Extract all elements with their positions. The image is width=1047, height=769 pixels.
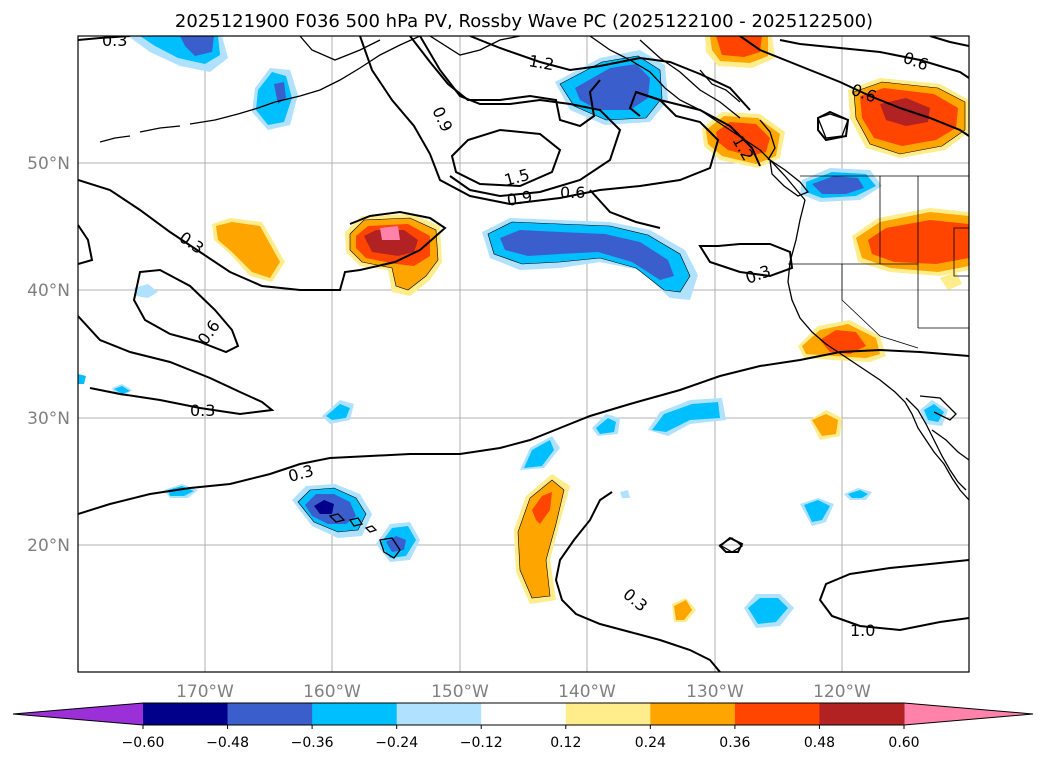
colorbar-tick-label: 0.48 [804, 735, 835, 751]
lat-label-40: 40°N [27, 281, 70, 301]
colorbar-tick-label: −0.48 [206, 735, 249, 751]
colorbar-swatch [481, 703, 567, 725]
lon-label-150w: 150°W [431, 682, 489, 702]
map-frame [77, 35, 970, 673]
contour-label: 0.9 [505, 187, 533, 210]
colorbar-tick-label: −0.36 [291, 735, 334, 751]
colorbar-swatch [396, 703, 482, 725]
longitude-labels: 170°W 160°W 150°W 140°W 130°W 120°W [176, 682, 871, 702]
lon-label-130w: 130°W [686, 682, 744, 702]
fill-outlines [297, 55, 966, 599]
lon-label-120w: 120°W [813, 682, 871, 702]
coastlines [99, 36, 969, 559]
colorbar-tick-label: −0.24 [375, 735, 418, 751]
colorbar-swatch [227, 703, 313, 725]
colorbar-swatch [734, 703, 820, 725]
colorbar-swatch [819, 703, 905, 725]
lat-label-30: 30°N [27, 409, 70, 429]
colorbar-extend-low [13, 703, 143, 725]
contour-label: 1.0 [850, 621, 875, 640]
lat-label-20: 20°N [27, 536, 70, 556]
borders [788, 175, 969, 349]
colorbar-tick-label: 0.12 [550, 735, 581, 751]
map-content: 0.3 1.2 0.6 0.9 1.5 0.9 0.6 0.6 0.3 0.6 … [78, 31, 969, 672]
colorbar: −0.60 −0.48 −0.36 −0.24 −0.12 0.12 0.24 0.36 0.4… [12, 702, 1034, 751]
lon-label-140w: 140°W [558, 682, 616, 702]
lon-label-160w: 160°W [303, 682, 361, 702]
contour-label: 0.3 [102, 31, 127, 50]
pv-contours [78, 36, 969, 672]
negative-anomaly-fills [78, 36, 948, 628]
figure-title: 2025121900 F036 500 hPa PV, Rossby Wave … [175, 11, 873, 32]
colorbar-outline [12, 702, 1034, 726]
contour-label: 0.6 [560, 183, 585, 202]
lat-label-50: 50°N [27, 154, 70, 174]
contour-label: 0.3 [190, 401, 215, 420]
latitude-labels: 50°N 40°N 30°N 20°N [27, 154, 70, 556]
colorbar-tick-label: 0.24 [635, 735, 666, 751]
colorbar-swatch [650, 703, 736, 725]
colorbar-swatch [143, 703, 229, 725]
colorbar-tick-label: 0.60 [888, 735, 919, 751]
colorbar-tick-label: −0.60 [122, 735, 165, 751]
lon-label-170w: 170°W [176, 682, 234, 702]
colorbar-swatch [312, 703, 398, 725]
colorbar-extend-high [904, 703, 1033, 725]
contour-label: 1.2 [527, 51, 555, 74]
colorbar-swatch [565, 703, 651, 725]
colorbar-tick-label: −0.12 [460, 735, 503, 751]
colorbar-tick-label: 0.36 [719, 735, 750, 751]
